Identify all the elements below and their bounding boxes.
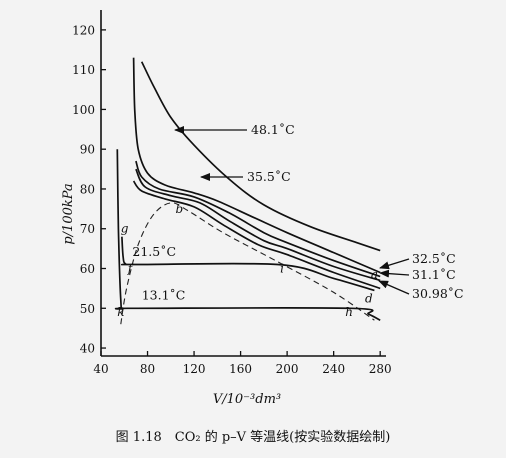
y-tick-label: 60: [80, 262, 95, 276]
y-tick-label: 110: [72, 63, 95, 77]
x-tick-label: 160: [229, 362, 252, 376]
isotherm-31-1-label: 31.1˚C: [412, 267, 456, 282]
isotherm-curve-31.1: [135, 168, 381, 282]
point-label-f: f: [127, 261, 135, 275]
isotherm-21-5-label: 21.5˚C: [132, 244, 176, 259]
x-tick-label: 280: [369, 362, 392, 376]
isotherm-curve-30.98: [132, 180, 381, 290]
isotherm-30-98-label: 30.98˚C: [412, 286, 464, 301]
isotherm-48-1-label: 48.1˚C: [251, 122, 295, 137]
y-tick-label: 50: [80, 302, 95, 316]
y-tick-label: 70: [80, 222, 95, 236]
chart-labels: 48.1˚C 35.5˚C 32.5˚C31.1˚C 30.98˚C 21.5˚C 13.…: [117, 122, 463, 319]
figure-caption: 图 1.18 CO₂ 的 p–V 等温线(按实验数据绘制): [116, 429, 391, 445]
isotherm-curve-35.5: [132, 57, 381, 274]
x-tick-label: 120: [183, 362, 206, 376]
x-tick-label: 200: [276, 362, 299, 376]
isotherm-35-5-label: 35.5˚C: [247, 169, 291, 184]
isotherm-30-98-arrow: [378, 280, 410, 295]
point-label-g: g: [121, 222, 129, 236]
x-tick-label: 80: [140, 362, 155, 376]
y-tick-label: 100: [72, 103, 95, 117]
point-label-a: a: [371, 267, 378, 281]
isotherm-32-5-arrow: [379, 258, 410, 270]
isotherm-curve-13.1: [114, 149, 381, 321]
point-label-k: k: [117, 305, 124, 319]
y-axis-label: p/100kPa: [61, 183, 76, 244]
y-tick-label: 90: [80, 143, 95, 157]
isotherm-31-1-arrow: [379, 269, 410, 278]
x-axis-label: V/10⁻³dm³: [213, 392, 281, 407]
y-tick-label: 80: [80, 182, 95, 196]
y-tick-label: 120: [72, 23, 95, 37]
x-tick-label: 240: [322, 362, 345, 376]
point-label-b: b: [175, 202, 183, 216]
isotherm-curve-48.1: [140, 61, 381, 252]
axes: 40 50 60 70 80 90 100 110 120 40 80 120 160 200 240 280…: [61, 10, 392, 445]
isotherm-curves: [114, 57, 381, 325]
x-tick-label: 40: [93, 362, 108, 376]
isotherm-13-1-label: 13.1˚C: [142, 288, 186, 303]
isotherm-curve-21.5: [121, 236, 375, 292]
isotherm-32-5-label: 32.5˚C: [412, 251, 456, 266]
point-label-h: h: [345, 305, 353, 319]
point-label-i: i: [280, 261, 284, 275]
isotherm-curve-32.5: [135, 160, 381, 278]
y-tick-label: 40: [80, 342, 95, 356]
point-label-d: d: [365, 291, 373, 305]
